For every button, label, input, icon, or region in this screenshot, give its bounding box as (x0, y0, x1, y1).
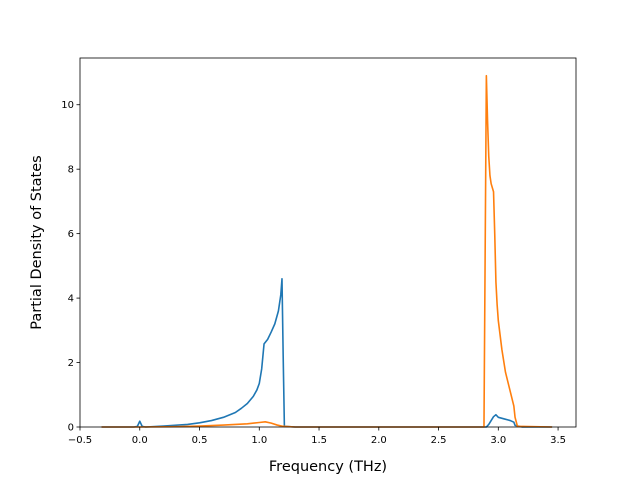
x-tick-label: 2.5 (431, 435, 447, 446)
y-axis-label: Partial Density of States (29, 155, 45, 329)
x-axis-ticks: −0.5 0.0 0.5 1.0 1.5 2.0 2.5 3.0 3.5 (68, 427, 566, 446)
plot-frame (79, 57, 577, 428)
x-tick-label: 3.5 (550, 435, 566, 446)
x-tick-label: 3.0 (490, 435, 506, 446)
y-axis-ticks: 0 2 4 6 8 10 (61, 100, 80, 434)
x-tick-label: 0.5 (192, 435, 208, 446)
series-line-1 (101, 277, 553, 428)
x-tick-label: 0.0 (132, 435, 148, 446)
x-tick-label: −0.5 (68, 435, 92, 446)
series-line-2 (101, 74, 553, 428)
y-tick-label: 0 (68, 423, 74, 434)
x-tick-label: 1.0 (251, 435, 267, 446)
x-tick-label: 2.0 (371, 435, 387, 446)
y-tick-label: 8 (68, 165, 74, 176)
x-tick-label: 1.5 (311, 435, 327, 446)
series-layer (101, 74, 553, 428)
y-tick-label: 6 (68, 229, 74, 240)
y-tick-label: 10 (61, 100, 74, 111)
y-tick-label: 2 (68, 358, 74, 369)
y-tick-label: 4 (68, 294, 74, 305)
x-axis-label: Frequency (THz) (269, 459, 387, 475)
